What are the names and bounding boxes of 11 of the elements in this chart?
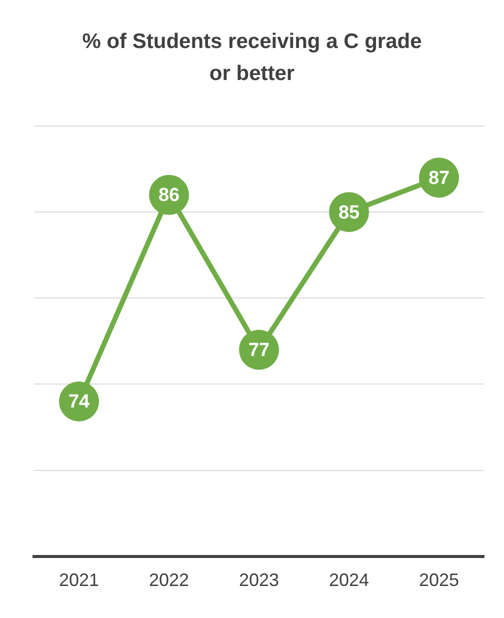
chart-title: % of Students receiving a C grade or better bbox=[81, 29, 423, 87]
x-tick-label: 2024 bbox=[328, 570, 370, 590]
x-tick-label: 2021 bbox=[58, 570, 100, 590]
data-label: 74 bbox=[68, 392, 90, 413]
x-tick-label: 2022 bbox=[148, 570, 190, 590]
data-label: 85 bbox=[338, 202, 360, 224]
x-tick-label: 2023 bbox=[238, 570, 280, 590]
data-label: 86 bbox=[158, 185, 180, 206]
data-label: 87 bbox=[428, 168, 450, 189]
data-label: 77 bbox=[248, 340, 270, 362]
x-tick-label: 2025 bbox=[418, 570, 460, 590]
